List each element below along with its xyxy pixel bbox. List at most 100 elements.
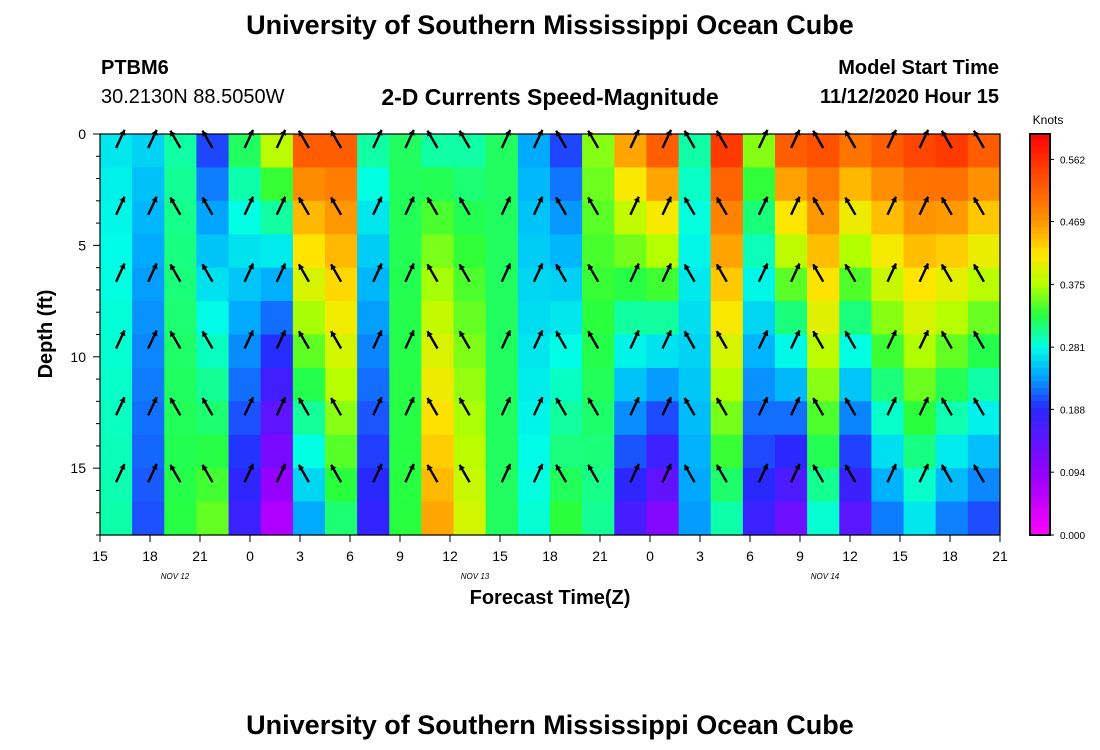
heatmap-cell [903, 501, 937, 536]
heatmap-cell [935, 401, 969, 436]
heatmap-cell [903, 334, 937, 369]
x-tick-label: 21 [592, 548, 608, 564]
heatmap-cell [196, 301, 230, 336]
current-arrow [587, 397, 600, 416]
current-arrow [404, 396, 415, 416]
current-arrow [844, 196, 857, 216]
heatmap-cell [903, 267, 937, 302]
heatmap-cell [164, 501, 197, 536]
heatmap-cell [228, 267, 262, 302]
heatmap-cell [839, 267, 872, 302]
heatmap-cell [839, 134, 872, 168]
heatmap-cell [710, 134, 744, 168]
heatmap-cell [325, 468, 358, 503]
heatmap-cell [100, 167, 133, 202]
heatmap-cell [453, 401, 487, 436]
heatmap-cell [775, 434, 808, 469]
heatmap-cell [742, 234, 776, 269]
current-arrow [330, 263, 343, 283]
heatmap-cell [807, 134, 840, 168]
heatmap-cell [421, 200, 455, 235]
heatmap-cell [678, 267, 712, 302]
heatmap-cell [614, 134, 647, 168]
heatmap-cell [839, 401, 872, 436]
heatmap-cell [325, 267, 358, 302]
heatmap-cell [100, 134, 133, 168]
heatmap-cell [292, 468, 326, 503]
heatmap-cell [903, 134, 937, 168]
heatmap-cell [485, 301, 519, 336]
heatmap-cell [485, 501, 519, 536]
heatmap-cell [260, 334, 294, 369]
heatmap-cell [485, 367, 519, 402]
heatmap-cell [389, 200, 422, 235]
heatmap-cell [517, 200, 551, 235]
heatmap-cell [967, 334, 1001, 369]
x-day-label: NOV 12 [161, 572, 190, 581]
current-arrow [330, 196, 343, 216]
colorbar-swatch [1030, 508, 1050, 516]
current-arrow [886, 396, 898, 416]
current-arrow [115, 262, 126, 283]
heatmap-cell [357, 134, 390, 168]
current-arrow [297, 330, 310, 350]
heatmap-cell [614, 200, 647, 235]
x-tick-label: 15 [92, 548, 108, 564]
heatmap-cell [389, 134, 422, 168]
model-start-label: Model Start Time [838, 57, 999, 79]
heatmap-cell [132, 200, 165, 235]
colorbar-tick-label: 0.188 [1060, 405, 1085, 416]
colorbar-tick-label: 0.469 [1060, 218, 1085, 229]
heatmap-cell [710, 434, 744, 469]
current-arrow [275, 196, 287, 216]
current-arrow [812, 464, 825, 483]
heatmap-cell [485, 200, 519, 235]
heatmap-cell [871, 434, 905, 469]
heatmap-cell [646, 234, 680, 269]
current-arrow [683, 196, 696, 216]
heatmap-cell [807, 334, 840, 369]
heatmap-cell [775, 334, 808, 369]
colorbar-swatch [1030, 341, 1050, 349]
heatmap-cell [132, 134, 165, 168]
x-tick-label: 0 [646, 548, 654, 564]
colorbar-unit-label: Knots [1033, 113, 1064, 127]
heatmap-cell [517, 434, 551, 469]
colorbar-swatch [1030, 434, 1050, 443]
current-arrow [661, 396, 673, 416]
colorbar-swatch [1030, 461, 1050, 469]
colorbar-tick-label: 0.000 [1060, 531, 1085, 542]
heatmap-cell [228, 367, 262, 402]
colorbar-swatch [1030, 374, 1050, 382]
heatmap-cell [453, 134, 487, 168]
heatmap-cell [421, 234, 455, 269]
heatmap-cell [389, 334, 422, 369]
heatmap-cell [775, 200, 808, 235]
current-arrow [715, 196, 728, 216]
heatmap-cell [260, 401, 294, 436]
heatmap-cell [807, 234, 840, 269]
heatmap-cell [196, 167, 230, 202]
current-arrow [458, 196, 471, 216]
heatmap-cell [325, 367, 358, 402]
heatmap-cell [421, 501, 455, 536]
x-tick-label: 18 [942, 548, 958, 564]
heatmap-cell [646, 468, 680, 503]
colorbar-swatch [1030, 294, 1050, 302]
heatmap-cell [132, 367, 165, 402]
heatmap-cell [260, 434, 294, 469]
colorbar-swatch [1030, 347, 1050, 356]
current-arrow [169, 330, 182, 350]
heatmap-cell [582, 301, 615, 336]
heatmap-cell [710, 334, 744, 369]
heatmap-cell [228, 401, 262, 436]
heatmap-cell [807, 301, 840, 336]
heatmap-cell [485, 434, 519, 469]
current-arrow [169, 464, 182, 483]
heatmap-cell [775, 501, 808, 536]
current-arrow [555, 464, 568, 483]
colorbar-swatch [1030, 267, 1050, 275]
heatmap-cell [614, 401, 647, 436]
colorbar-tick-label: 0.094 [1060, 468, 1085, 479]
current-arrow [790, 463, 801, 483]
